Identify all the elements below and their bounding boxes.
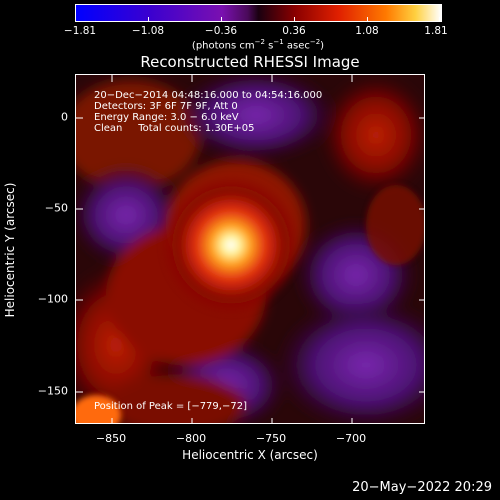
colorbar-unit-label: (photons cm−2 s−1 asec−2) xyxy=(191,38,325,52)
colorbar-tickmark xyxy=(439,17,440,21)
colorbar-tick-label: −1.81 xyxy=(63,25,97,37)
colorbar-tick-label: 0.36 xyxy=(282,25,306,37)
colorbar-tickmark xyxy=(367,17,368,21)
footer-date: 20−May−2022 20:29 xyxy=(352,480,492,495)
y-tick-label: −50 xyxy=(44,201,68,215)
colorbar-tickmark xyxy=(294,17,295,21)
colorbar-tick-label: −0.36 xyxy=(204,25,238,37)
colorbar-tick-label: −1.08 xyxy=(131,25,165,37)
x-tick-label: −700 xyxy=(335,432,367,445)
rhessi-image: 20−Dec−2014 04:48:16.000 to 04:54:16.000… xyxy=(75,74,425,424)
colorbar-tickmark xyxy=(75,17,76,21)
y-tick-label: −150 xyxy=(37,384,68,398)
info-time-range: 20−Dec−2014 04:48:16.000 to 04:54:16.000 xyxy=(94,90,322,101)
y-tick-label: 0 xyxy=(61,110,68,124)
colorbar-tickmark xyxy=(148,17,149,21)
plot-title: Reconstructed RHESSI Image xyxy=(140,53,360,71)
x-tick-label: −800 xyxy=(175,432,207,445)
x-tick-label: −750 xyxy=(255,432,287,445)
colorbar xyxy=(75,4,442,22)
info-detectors: Detectors: 3F 6F 7F 9F, Att 0 xyxy=(94,101,238,112)
colorbar-tick-label: 1.81 xyxy=(424,25,448,37)
info-peak-position: Position of Peak = [−779,−72] xyxy=(94,401,247,412)
colorbar-tick-label: 1.08 xyxy=(355,25,379,37)
rhessi-image-canvas: 20−Dec−2014 04:48:16.000 to 04:54:16.000… xyxy=(76,75,424,423)
x-tick-label: −850 xyxy=(95,432,127,445)
y-tick-label: −100 xyxy=(37,292,68,306)
colorbar-tickmark xyxy=(221,17,222,21)
info-clean-counts: Clean Total counts: 1.30E+05 xyxy=(94,123,254,134)
x-axis-label: Heliocentric X (arcsec) xyxy=(182,448,318,462)
y-axis-label: Heliocentric Y (arcsec) xyxy=(3,182,17,318)
info-text: 20−Dec−2014 04:48:16.000 to 04:54:16.000… xyxy=(94,90,322,412)
info-energy-range: Energy Range: 3.0 − 6.0 keV xyxy=(94,112,239,123)
